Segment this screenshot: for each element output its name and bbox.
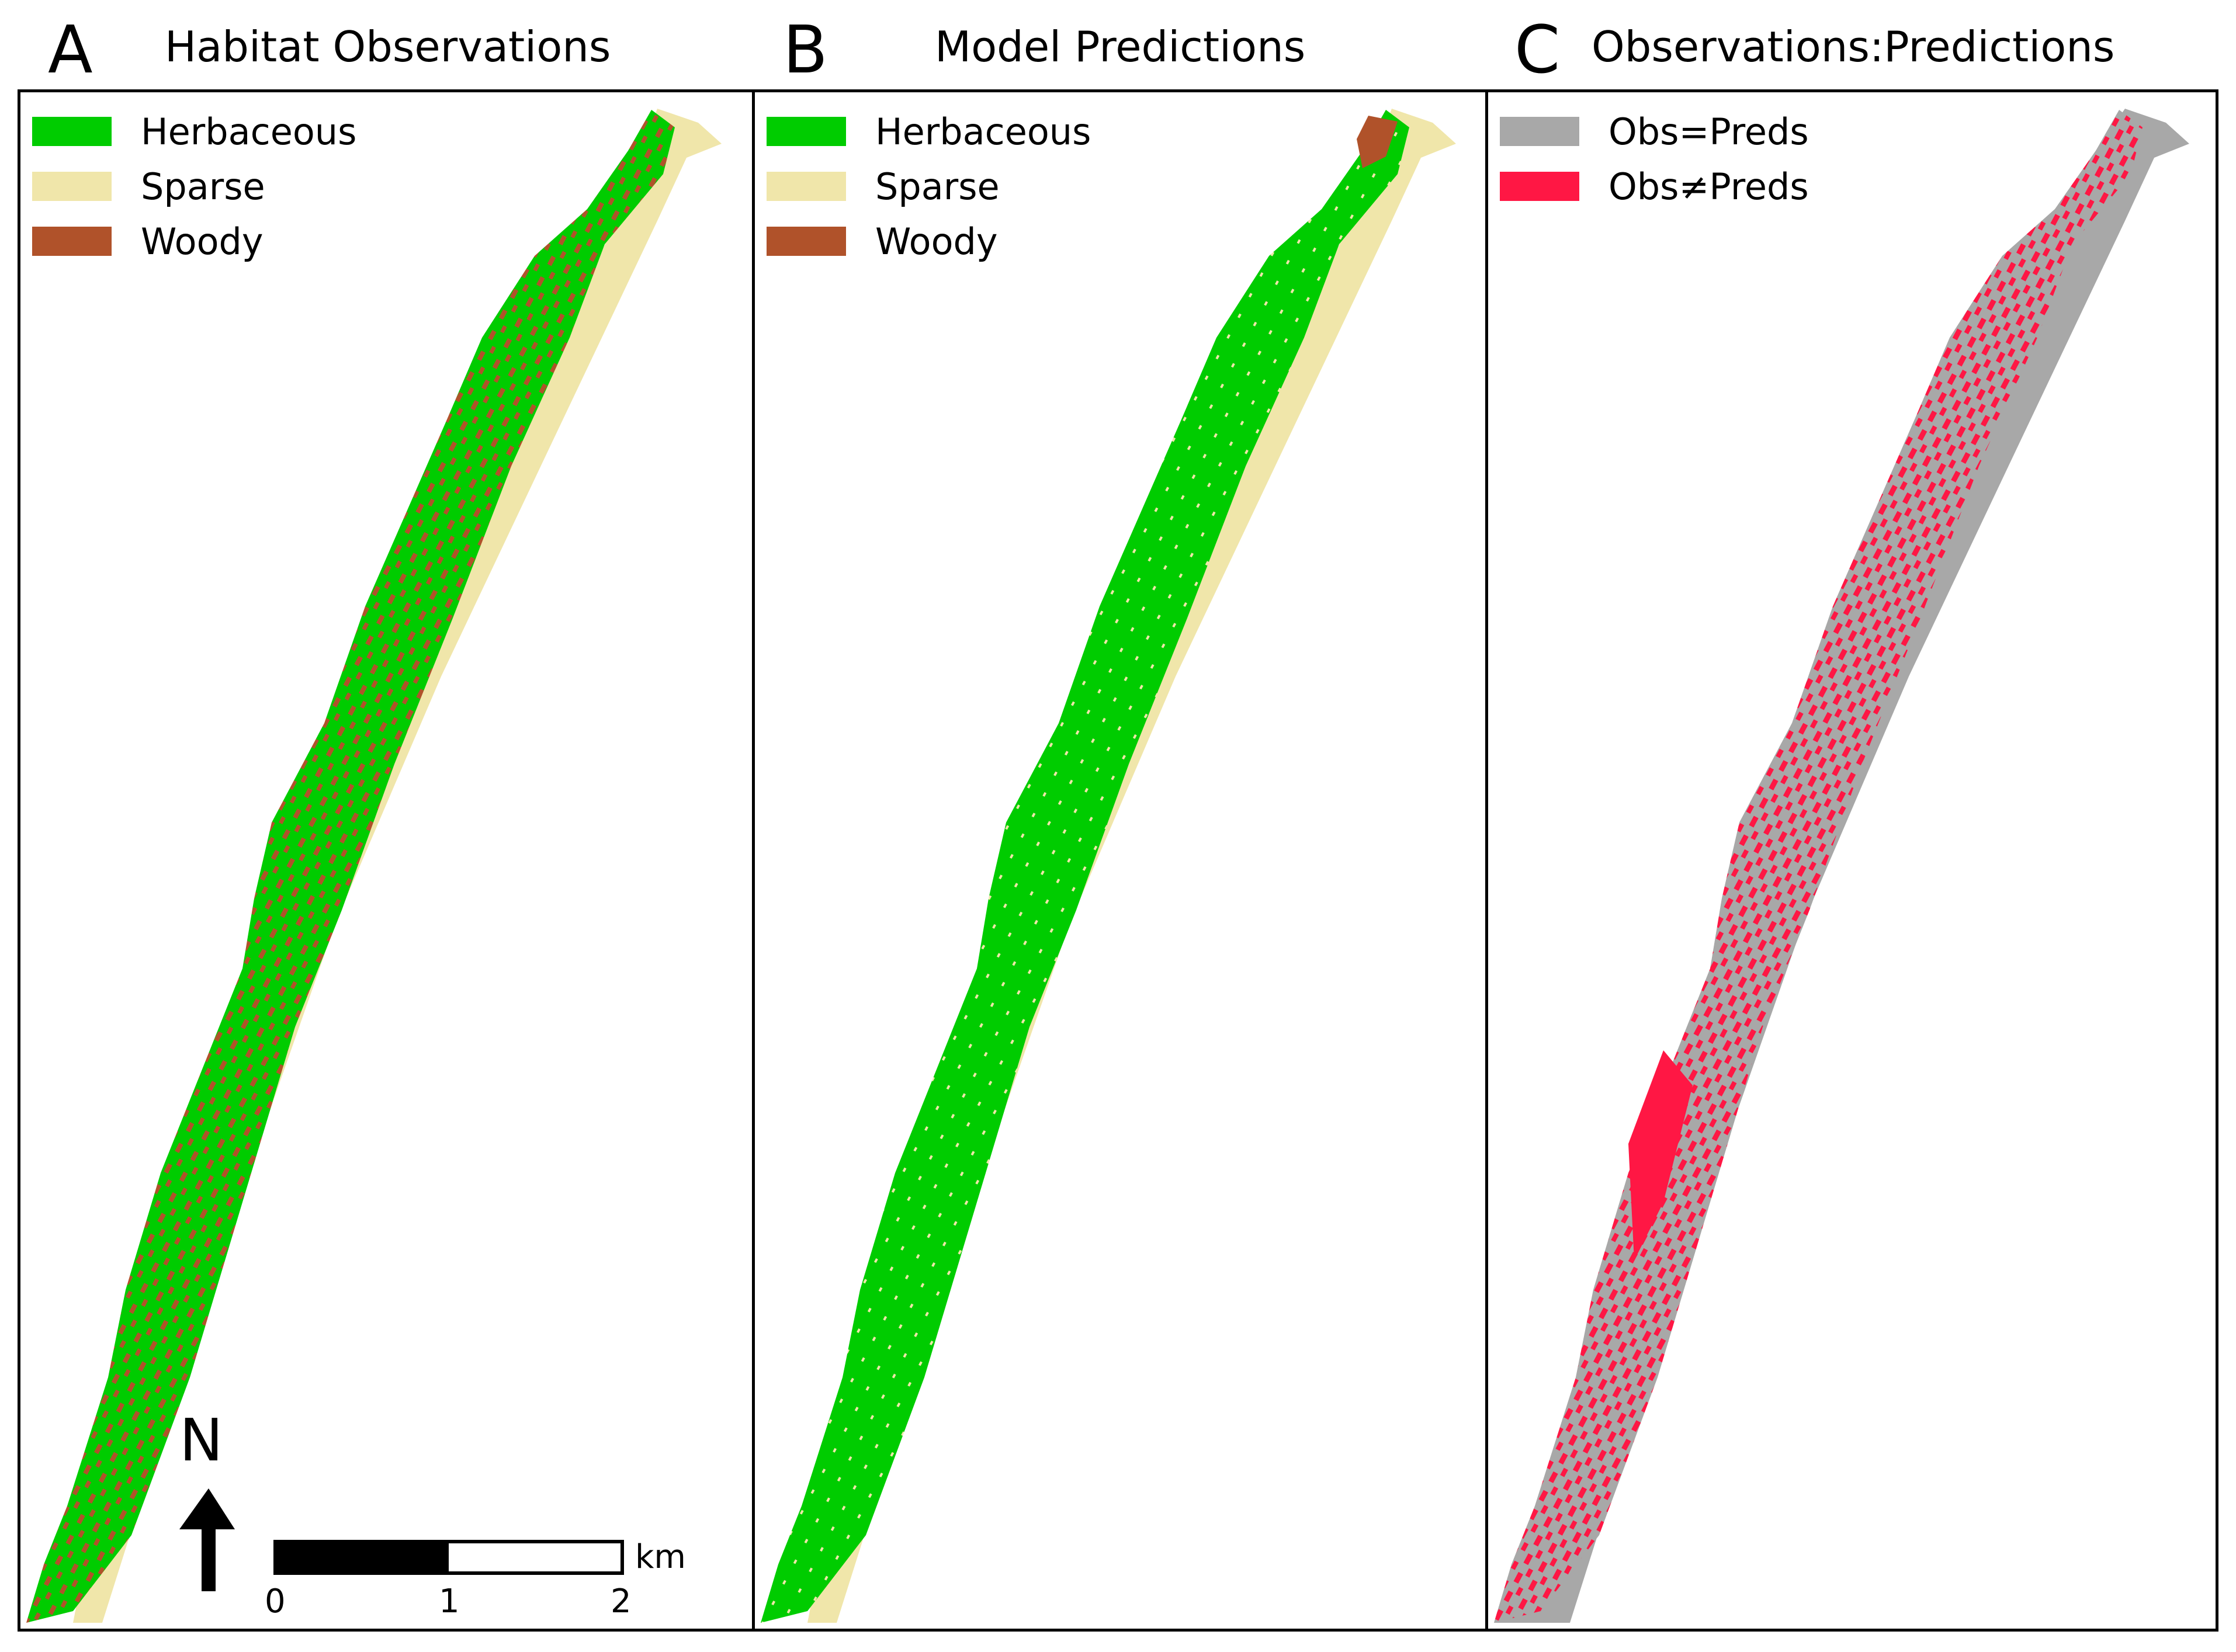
disagreement-zone <box>1494 110 2143 1623</box>
north-arrow-icon <box>179 1488 235 1591</box>
legend-item-woody: Woody <box>767 214 1091 269</box>
panel-b-title: Model Predictions <box>935 22 1306 71</box>
panel-c-letter: C <box>1514 12 1561 88</box>
legend-item-obs-not-equals-preds: Obs≠Preds <box>1500 159 1809 214</box>
scale-bar-filled-segment <box>277 1543 449 1571</box>
legend-label: Woody <box>141 220 264 263</box>
legend-swatch <box>767 227 846 256</box>
panel-a-title: Habitat Observations <box>165 22 611 71</box>
legend-swatch <box>767 117 846 146</box>
legend-label: Obs≠Preds <box>1608 165 1809 208</box>
legend-label: Sparse <box>875 165 1000 208</box>
legend-swatch <box>767 172 846 201</box>
scale-tick-1: 1 <box>439 1582 460 1620</box>
north-label: N <box>179 1406 223 1474</box>
legend-item-obs-equals-preds: Obs=Preds <box>1500 104 1809 159</box>
legend-swatch <box>32 172 112 201</box>
legend-item-herbaceous: Herbaceous <box>32 104 356 159</box>
vegetated-dune-zone <box>761 110 1409 1623</box>
woody-patch <box>1357 116 1398 168</box>
panel-a-letter: A <box>48 12 93 88</box>
comparison-legend: Obs=Preds Obs≠Preds <box>1500 104 1809 214</box>
disagreement-patch <box>1628 1050 1693 1261</box>
legend-item-sparse: Sparse <box>767 159 1091 214</box>
legend-swatch <box>32 117 112 146</box>
legend-label: Herbaceous <box>141 110 357 153</box>
vegetated-dune-zone <box>26 110 675 1623</box>
panel-c-map: Obs=Preds Obs≠Preds <box>1485 89 2218 1632</box>
habitat-legend-a: Herbaceous Sparse Woody <box>32 104 356 269</box>
panel-c-title: Observations:Predictions <box>1592 22 2115 71</box>
scale-bar <box>273 1540 624 1575</box>
legend-item-woody: Woody <box>32 214 356 269</box>
legend-item-herbaceous: Herbaceous <box>767 104 1091 159</box>
legend-item-sparse: Sparse <box>32 159 356 214</box>
legend-swatch <box>32 227 112 256</box>
legend-label: Herbaceous <box>875 110 1091 153</box>
legend-swatch <box>1500 117 1579 146</box>
scale-tick-2: 2 <box>611 1582 632 1620</box>
legend-label: Obs=Preds <box>1608 110 1809 153</box>
panel-a-map: Herbaceous Sparse Woody N 0 1 2 km <box>18 89 755 1632</box>
habitat-legend-b: Herbaceous Sparse Woody <box>767 104 1091 269</box>
legend-label: Sparse <box>141 165 265 208</box>
scale-tick-0: 0 <box>265 1582 286 1620</box>
legend-swatch <box>1500 172 1579 201</box>
panel-b-letter: B <box>783 12 828 88</box>
panel-b-map: Herbaceous Sparse Woody <box>752 89 1488 1632</box>
legend-label: Woody <box>875 220 998 263</box>
scale-unit: km <box>635 1538 686 1576</box>
